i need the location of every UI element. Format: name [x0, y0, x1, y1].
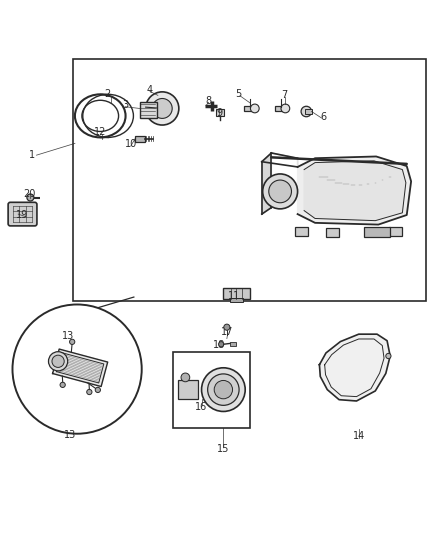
Circle shape	[181, 373, 190, 382]
Text: 7: 7	[281, 90, 288, 100]
Text: 10: 10	[125, 139, 137, 149]
Text: 19: 19	[16, 210, 28, 220]
Circle shape	[281, 104, 290, 113]
Circle shape	[27, 194, 34, 201]
Bar	[294, 227, 307, 236]
Text: 18: 18	[213, 340, 225, 350]
Circle shape	[224, 324, 230, 330]
Circle shape	[12, 304, 142, 434]
Polygon shape	[57, 353, 104, 383]
Bar	[173, 352, 250, 428]
Circle shape	[152, 99, 172, 118]
Text: 11: 11	[228, 291, 240, 301]
Text: 12: 12	[94, 127, 106, 137]
Bar	[230, 298, 243, 302]
Bar	[230, 342, 236, 346]
Circle shape	[201, 368, 245, 411]
Bar	[389, 227, 403, 236]
Bar	[244, 106, 252, 111]
Text: 9: 9	[216, 108, 222, 118]
Polygon shape	[53, 349, 108, 386]
Text: 13: 13	[64, 430, 76, 440]
Circle shape	[95, 387, 100, 392]
Bar	[215, 109, 224, 116]
Text: 5: 5	[236, 89, 242, 99]
Bar	[177, 380, 198, 399]
Text: 4: 4	[146, 85, 152, 95]
Polygon shape	[262, 153, 272, 214]
Polygon shape	[304, 161, 406, 221]
Bar	[135, 135, 145, 142]
Circle shape	[70, 339, 75, 344]
FancyBboxPatch shape	[8, 203, 37, 226]
Bar	[73, 59, 426, 302]
Text: 2: 2	[105, 89, 111, 99]
Circle shape	[49, 352, 68, 371]
Circle shape	[219, 342, 224, 347]
Circle shape	[87, 390, 92, 394]
Text: 8: 8	[205, 95, 211, 106]
Circle shape	[60, 382, 65, 387]
Bar	[140, 102, 157, 118]
Polygon shape	[319, 334, 390, 401]
Bar	[223, 288, 250, 299]
Circle shape	[301, 106, 311, 117]
Text: 14: 14	[353, 431, 365, 441]
Text: 13: 13	[62, 332, 74, 341]
Text: 1: 1	[29, 150, 35, 160]
Polygon shape	[297, 157, 411, 224]
Circle shape	[208, 374, 239, 405]
Circle shape	[52, 355, 64, 367]
Circle shape	[251, 104, 259, 113]
Circle shape	[386, 353, 391, 359]
Bar	[275, 106, 283, 111]
Text: 15: 15	[217, 443, 230, 454]
Bar	[364, 227, 390, 237]
Text: 6: 6	[321, 112, 327, 122]
Bar	[304, 109, 312, 114]
Polygon shape	[262, 153, 297, 167]
Text: 3: 3	[122, 100, 128, 110]
Circle shape	[263, 174, 297, 209]
Text: 16: 16	[195, 402, 208, 412]
Circle shape	[214, 381, 233, 399]
Circle shape	[146, 92, 179, 125]
Bar	[326, 228, 339, 237]
Circle shape	[269, 180, 291, 203]
Text: 20: 20	[23, 189, 35, 199]
Text: 17: 17	[221, 327, 233, 337]
